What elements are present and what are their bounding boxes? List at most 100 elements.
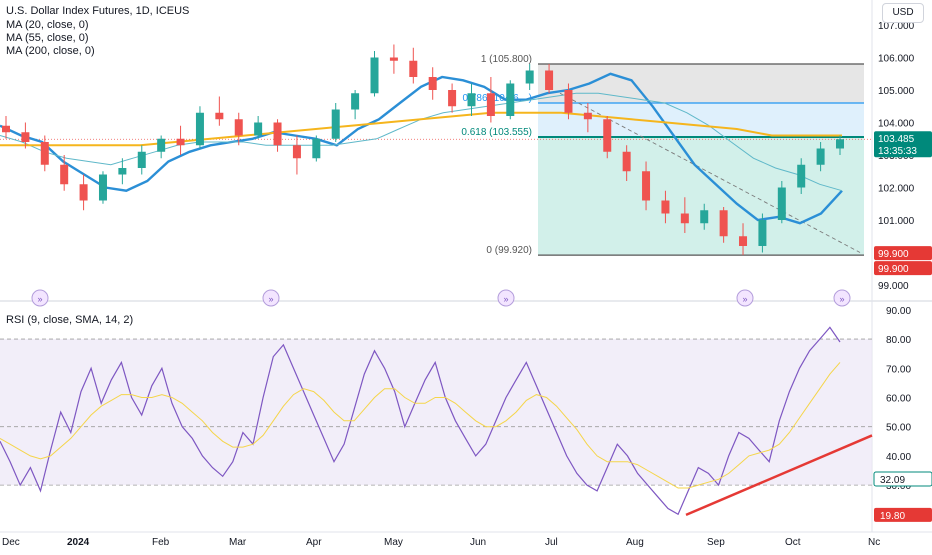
fibonacci-layer: 1 (105.800) 0.786 (104.6…) 0.618 (103.555)… xyxy=(0,54,872,256)
candle-body xyxy=(642,171,651,201)
candle-body xyxy=(486,93,495,116)
currency-button[interactable]: USD xyxy=(882,3,924,23)
candles-layer xyxy=(2,44,844,256)
price-tick-8: 99.000 xyxy=(878,281,909,292)
candle-body xyxy=(525,70,534,84)
rsi-line-0 xyxy=(0,326,841,516)
time-tick-2: Feb xyxy=(152,537,170,548)
candle-body xyxy=(758,220,767,246)
candle-body xyxy=(118,168,127,175)
rsi-tick-2: 70.00 xyxy=(886,364,911,375)
candle-body xyxy=(98,174,107,201)
fib-label-1: 0.786 (104.6…) xyxy=(463,93,533,104)
candle-body xyxy=(157,138,166,152)
rsi-value-badge xyxy=(873,471,932,487)
candle-body xyxy=(370,57,379,94)
candle-body xyxy=(816,148,825,165)
event-marker-icon-0 xyxy=(31,289,49,307)
ma200-label: MA (200, close, 0) xyxy=(6,45,95,57)
rsi-tick-0: 90.00 xyxy=(886,306,911,317)
rsi-line-1 xyxy=(0,362,841,489)
candle-body xyxy=(312,138,321,159)
rsi-low-text: 19.80 xyxy=(880,511,905,522)
level-b-badge xyxy=(874,261,932,276)
candle-body xyxy=(137,151,146,168)
fib-label-2: 0.618 (103.555) xyxy=(461,127,532,138)
candle-body xyxy=(215,112,224,120)
time-tick-5: May xyxy=(384,537,403,548)
candle-body xyxy=(564,90,573,113)
candle-body xyxy=(428,77,437,90)
candle-body xyxy=(234,119,243,136)
candle-body xyxy=(583,112,592,120)
candle-body xyxy=(506,83,515,116)
time-tick-0: Dec xyxy=(2,537,20,548)
fib-zone-mid xyxy=(538,103,864,137)
rsi-layer xyxy=(0,326,873,517)
rsi-label: RSI (9, close, SMA, 14, 2) xyxy=(6,314,134,326)
rsi-tick-5: 40.00 xyxy=(886,452,911,463)
candle-body xyxy=(389,57,398,61)
level-b-text: 99.900 xyxy=(878,264,909,275)
time-tick-1: 2024 xyxy=(67,537,90,548)
rsi-trend-line xyxy=(685,434,873,517)
event-marker-glyph-4: » xyxy=(839,294,844,304)
time-tick-10: Oct xyxy=(785,537,801,548)
event-marker-glyph-1: » xyxy=(268,294,273,304)
rsi-tick-6: 30.00 xyxy=(886,481,911,492)
price-tick-5: 102.000 xyxy=(878,184,915,195)
rsi-tick-4: 50.00 xyxy=(886,423,911,434)
candle-body xyxy=(467,93,476,107)
candle-body xyxy=(545,70,554,90)
price-tick-1: 106.000 xyxy=(878,54,915,65)
rsi-low-badge xyxy=(874,507,932,522)
rsi-tick-3: 60.00 xyxy=(886,393,911,404)
ma-line-2 xyxy=(0,111,842,147)
countdown-text: 13:35:33 xyxy=(878,146,917,157)
time-tick-11: Nc xyxy=(868,537,880,548)
candle-body xyxy=(603,119,612,152)
candle-body xyxy=(273,122,282,146)
fib-label-3: 0 (99.920) xyxy=(486,245,532,256)
price-tick-0: 107.000 xyxy=(878,21,915,32)
event-marker-icon-2 xyxy=(497,289,515,307)
event-marker-icon-1 xyxy=(262,289,280,307)
event-marker-glyph-0: » xyxy=(37,294,42,304)
level-a-text: 99.900 xyxy=(878,249,909,260)
candle-body xyxy=(680,213,689,224)
ma-line-0 xyxy=(0,72,843,225)
candle-body xyxy=(2,125,10,133)
event-marker-glyph-3: » xyxy=(742,294,747,304)
last-price-text: 103.485 xyxy=(878,134,915,145)
ma20-label: MA (20, close, 0) xyxy=(6,19,89,31)
candle-body xyxy=(176,138,185,146)
fib-zone-top xyxy=(538,64,864,103)
fib-label-0: 1 (105.800) xyxy=(481,54,532,65)
candle-body xyxy=(719,210,728,237)
rsi-tick-1: 80.00 xyxy=(886,335,911,346)
candle-body xyxy=(409,60,418,77)
time-tick-4: Apr xyxy=(306,537,322,548)
time-tick-9: Sep xyxy=(707,537,725,548)
candle-body xyxy=(60,164,69,185)
candle-body xyxy=(448,90,457,107)
price-tick-2: 105.000 xyxy=(878,86,915,97)
level-a-badge xyxy=(874,246,932,261)
candle-body xyxy=(195,112,204,146)
candle-body xyxy=(331,109,340,139)
candle-body xyxy=(622,151,631,172)
fib-zone-bottom xyxy=(538,136,864,256)
time-tick-6: Jun xyxy=(470,537,486,548)
candle-body xyxy=(292,145,301,159)
event-marker-glyph-2: » xyxy=(503,294,508,304)
chart-title: U.S. Dollar Index Futures, 1D, ICEUS xyxy=(6,5,190,17)
candle-body xyxy=(777,187,786,220)
candle-body xyxy=(40,142,49,165)
rsi-value-text: 32.09 xyxy=(880,475,905,486)
candle-body xyxy=(351,93,360,110)
price-tick-3: 104.000 xyxy=(878,119,915,130)
time-tick-7: Jul xyxy=(545,537,558,548)
